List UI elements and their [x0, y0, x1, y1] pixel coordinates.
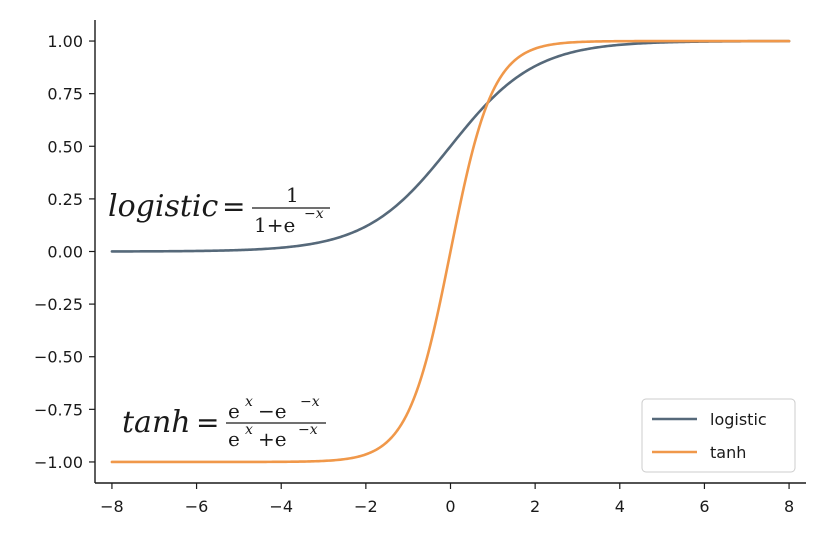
- legend: logistic tanh: [641, 398, 796, 473]
- y-tick-label: −0.75: [34, 400, 83, 419]
- y-tick-label: −1.00: [34, 453, 83, 472]
- x-axis-ticks: −8 −6 −4 −2 0 2 4 6 8: [100, 483, 794, 516]
- x-tick-label: 0: [445, 497, 455, 516]
- series-lines: [110, 39, 791, 464]
- x-tick-label: 4: [615, 497, 625, 516]
- tanh-numerator-exp2: −x: [300, 394, 320, 410]
- logistic-formula: logistic = 1 1+e −x: [108, 183, 330, 237]
- tanh-denominator-e2: +e: [258, 427, 287, 451]
- y-tick-label: −0.50: [34, 348, 83, 367]
- y-tick-label: 0.75: [47, 85, 83, 104]
- tanh-numerator-e2: −e: [258, 399, 287, 423]
- tanh-formula-equals: =: [196, 406, 219, 439]
- x-tick-label: −8: [100, 497, 124, 516]
- logistic-formula-denominator: 1+e: [254, 213, 295, 237]
- tanh-denominator-exp2: −x: [298, 422, 318, 438]
- logistic-formula-lhs: logistic: [108, 189, 219, 224]
- series-line-tanh: [110, 39, 791, 464]
- tanh-numerator-e1: e: [228, 399, 240, 423]
- legend-label-tanh: tanh: [710, 443, 746, 462]
- legend-box: [641, 398, 796, 473]
- y-tick-label: 0.50: [47, 137, 83, 156]
- tanh-denominator-e1: e: [228, 427, 240, 451]
- legend-label-logistic: logistic: [710, 410, 767, 429]
- x-tick-label: −4: [269, 497, 293, 516]
- tanh-formula: tanh = e x −e −x e x +e −x: [122, 394, 326, 451]
- tanh-denominator-exp1: x: [245, 422, 253, 438]
- logistic-formula-exponent: −x: [304, 206, 324, 222]
- tanh-formula-lhs: tanh: [122, 405, 191, 440]
- y-tick-label: 1.00: [47, 32, 83, 51]
- x-tick-label: −6: [185, 497, 209, 516]
- x-tick-label: 8: [784, 497, 794, 516]
- y-tick-label: 0.25: [47, 190, 83, 209]
- x-tick-label: 2: [530, 497, 540, 516]
- y-tick-label: 0.00: [47, 243, 83, 262]
- y-tick-label: −0.25: [34, 295, 83, 314]
- tanh-numerator-exp1: x: [245, 394, 253, 410]
- logistic-formula-numerator: 1: [286, 183, 299, 207]
- x-tick-label: −2: [354, 497, 378, 516]
- x-tick-label: 6: [699, 497, 709, 516]
- logistic-formula-equals: =: [222, 190, 245, 223]
- y-axis-ticks: 1.00 0.75 0.50 0.25 0.00 −0.25 −0.50 −0.75 −1.00: [34, 32, 95, 472]
